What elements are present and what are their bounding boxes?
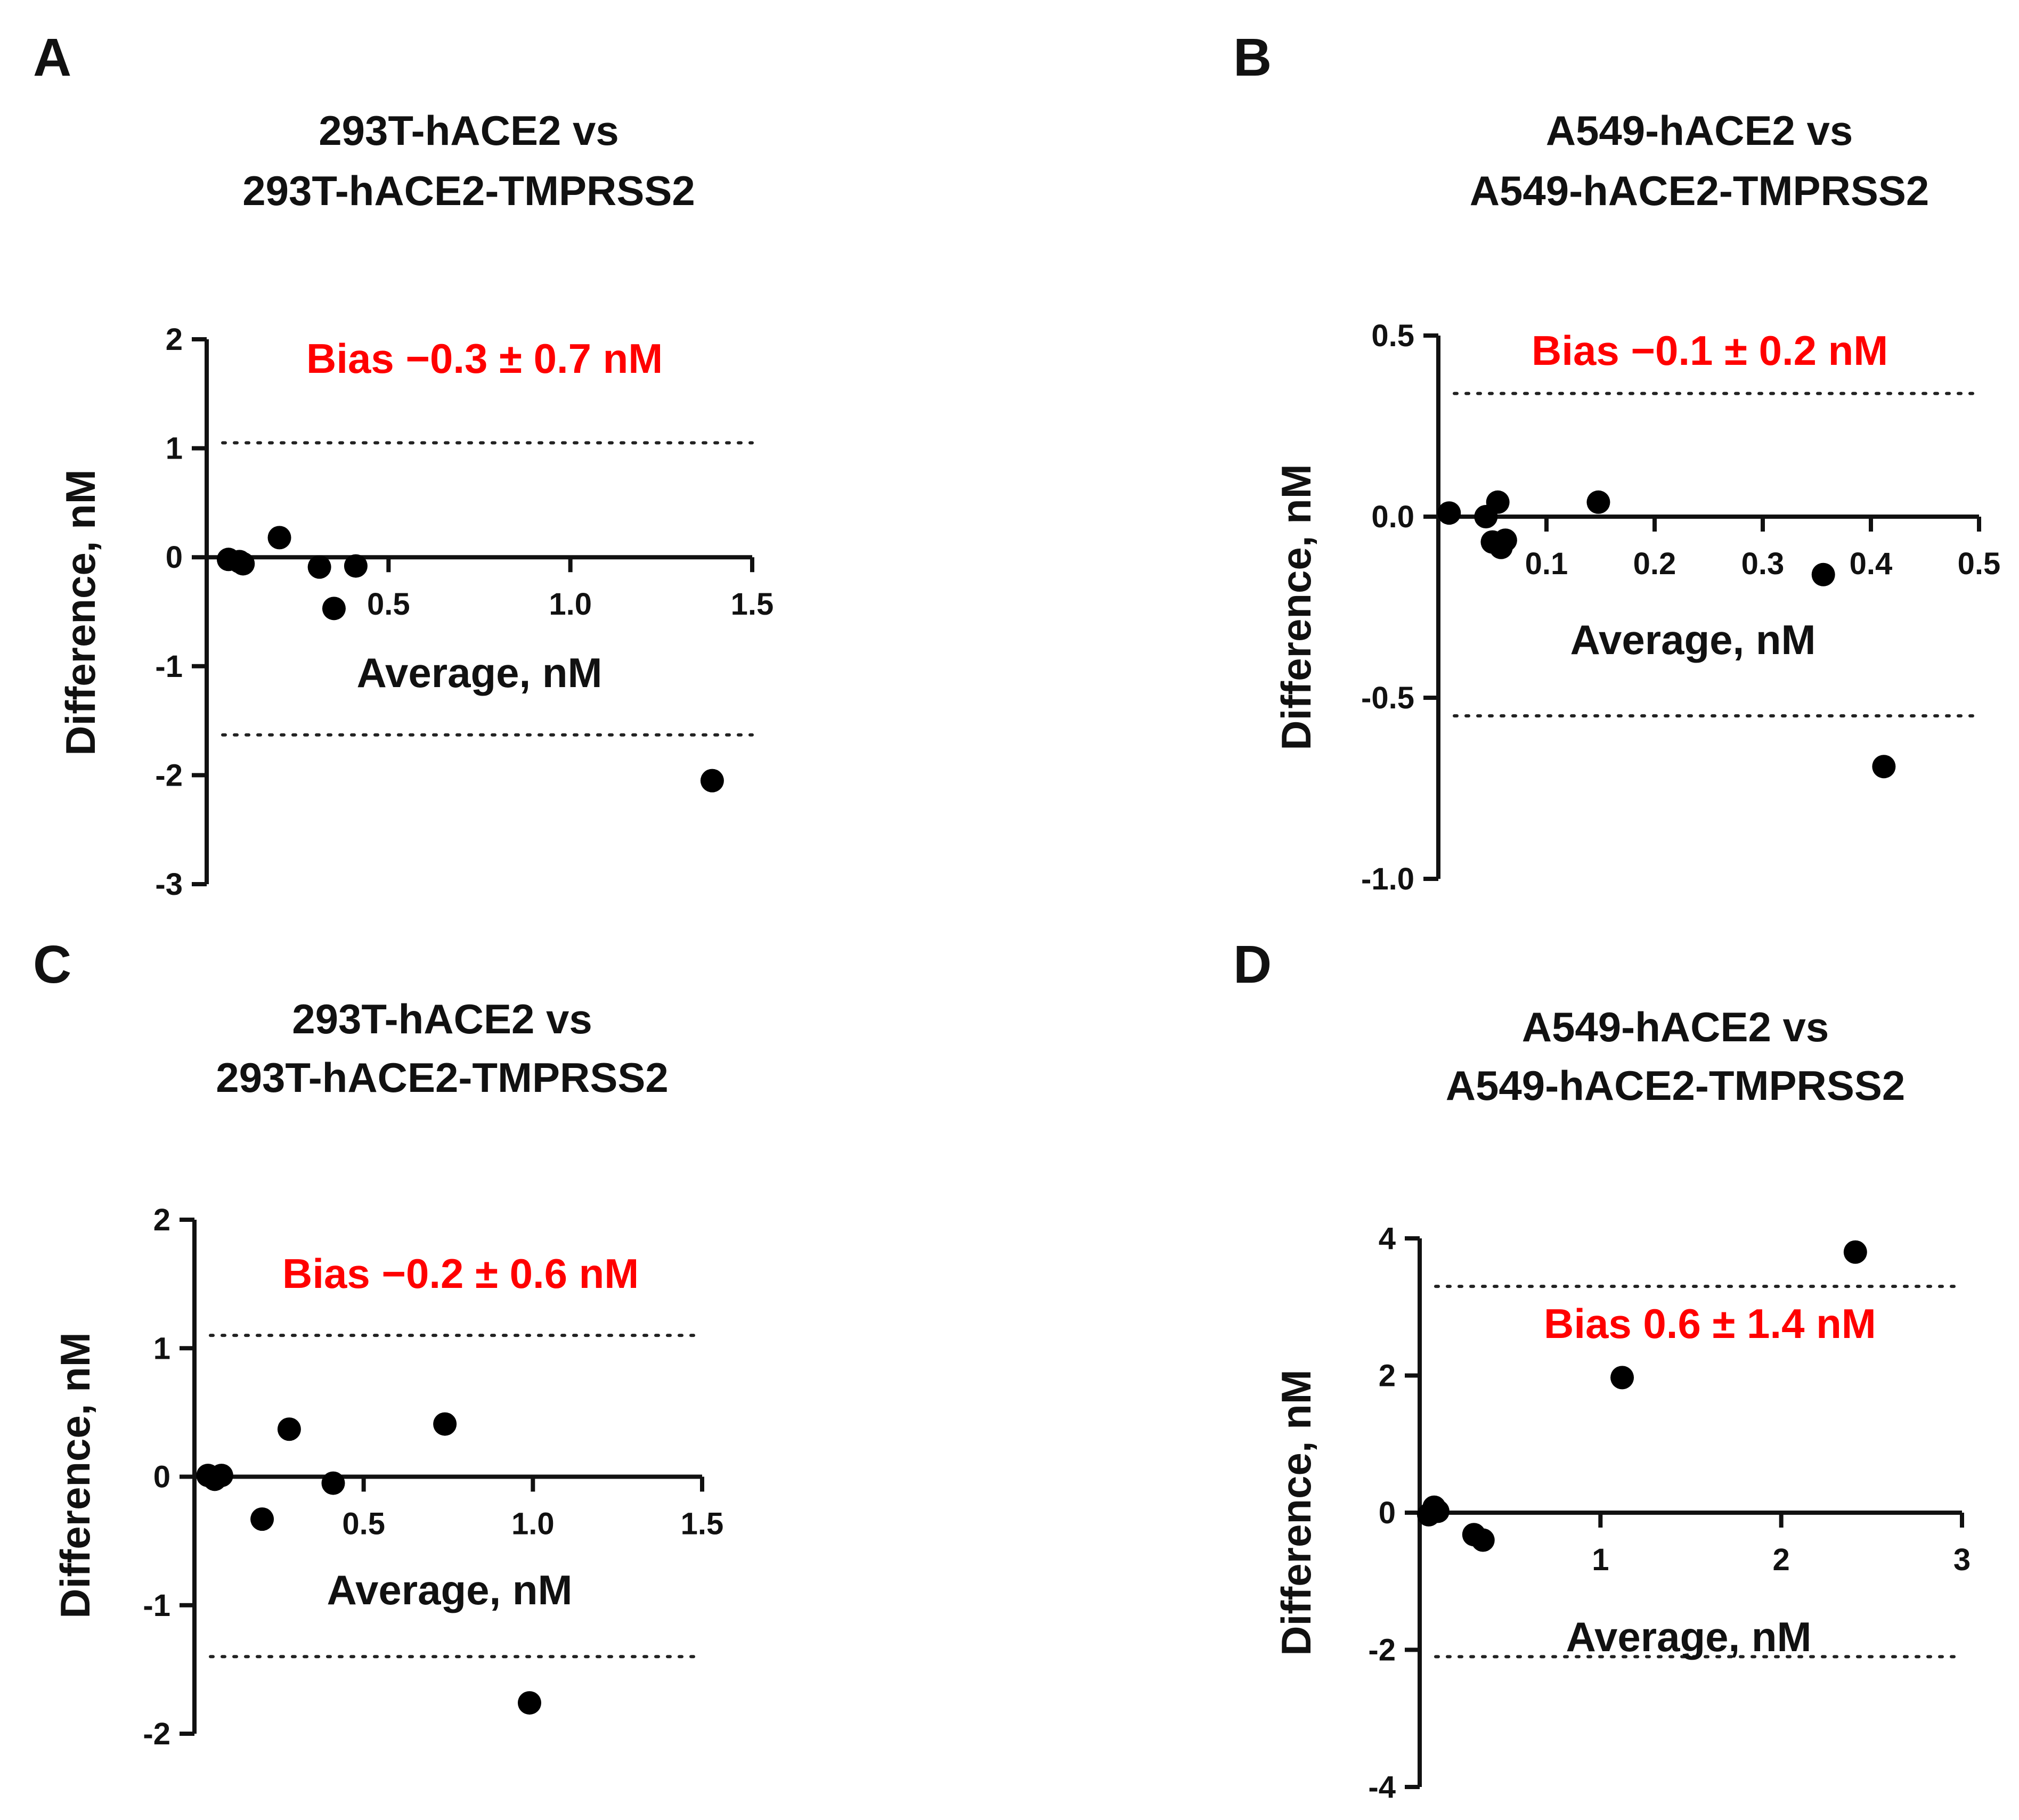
- panel-b-x-tick-label: 0.2: [1633, 546, 1676, 581]
- panel-c-data-point: [433, 1412, 457, 1436]
- panel-d-x-axis-label: Average, nM: [1566, 1613, 1812, 1660]
- panel-d-x-tick-label: 3: [1953, 1542, 1971, 1577]
- panel-c-x-tick-label: 1.5: [681, 1507, 724, 1541]
- panel-d-data-point: [1843, 1240, 1867, 1264]
- panel-b-title-line-2: A549-hACE2-TMPRSS2: [1470, 167, 1930, 214]
- panel-a-y-tick-label: 1: [166, 431, 183, 466]
- panel-b-title-line-1: A549-hACE2 vs: [1546, 107, 1853, 154]
- panel-a-x-tick-label: 1.5: [731, 587, 774, 622]
- panel-b-x-tick-label: 0.5: [1958, 546, 2001, 581]
- panel-c-bias-label: Bias −0.2 ± 0.6 nM: [282, 1250, 639, 1297]
- panel-b-x-tick-label: 0.4: [1850, 546, 1893, 581]
- panel-a-y-axis-label: Difference, nM: [57, 469, 104, 755]
- panel-d-y-tick-label: 0: [1379, 1496, 1396, 1530]
- panel-a-x-tick-label: 1.0: [549, 587, 592, 622]
- panel-a-x-tick-label: 0.5: [367, 587, 410, 622]
- panel-d-data-point: [1426, 1499, 1450, 1523]
- panel-b-y-axis-label: Difference, nM: [1273, 464, 1320, 750]
- panel-b-data-point: [1872, 755, 1896, 779]
- panel-a-y-tick-label: -2: [155, 758, 183, 793]
- panel-c-data-point: [209, 1464, 233, 1488]
- panel-a-y-tick-label: 0: [166, 540, 183, 575]
- panel-letter-b: B: [1233, 28, 1272, 87]
- panel-a-title-line-2: 293T-hACE2-TMPRSS2: [242, 167, 695, 214]
- panel-c: C 293T-hACE2 vs 293T-hACE2-TMPRSS2 Bias …: [33, 935, 723, 1751]
- panel-d-y-axis-label: Difference, nM: [1273, 1369, 1320, 1655]
- panel-c-title-line-2: 293T-hACE2-TMPRSS2: [216, 1054, 669, 1101]
- panel-b-y-tick-label: -1.0: [1361, 862, 1414, 896]
- panel-a-data-point: [231, 552, 255, 576]
- panel-b-y-tick-label: -0.5: [1361, 681, 1414, 715]
- panel-a-data-point: [700, 769, 724, 793]
- panel-d-bias-label: Bias 0.6 ± 1.4 nM: [1544, 1300, 1876, 1347]
- panel-b-y-tick-label: 0.0: [1371, 500, 1414, 534]
- panel-c-y-tick-label: -1: [143, 1588, 170, 1623]
- panel-d-title-line-2: A549-hACE2-TMPRSS2: [1446, 1062, 1906, 1109]
- panel-d-y-tick-label: 4: [1379, 1221, 1396, 1256]
- panel-letter-c: C: [33, 935, 71, 994]
- panel-a-bias-label: Bias −0.3 ± 0.7 nM: [306, 335, 663, 382]
- panel-d: D A549-hACE2 vs A549-hACE2-TMPRSS2 Bias …: [1233, 935, 1971, 1805]
- panel-d-y-tick-label: -4: [1368, 1770, 1396, 1805]
- panel-d-data-point: [1610, 1366, 1634, 1390]
- panel-a-data-point: [344, 554, 368, 578]
- panel-c-y-tick-label: 2: [153, 1203, 170, 1237]
- panel-d-y-tick-label: -2: [1368, 1633, 1396, 1668]
- panel-a-data-point: [267, 526, 291, 550]
- panel-c-y-axis-label: Difference, nM: [52, 1332, 99, 1618]
- panel-a: A 293T-hACE2 vs 293T-hACE2-TMPRSS2 Bias …: [33, 28, 774, 902]
- panel-d-y-tick-label: 2: [1379, 1359, 1396, 1393]
- panel-a-y-tick-label: 2: [166, 322, 183, 357]
- panel-c-data-point: [517, 1691, 541, 1715]
- panel-b-x-axis-label: Average, nM: [1570, 616, 1816, 663]
- panel-a-data-point: [307, 555, 331, 579]
- panel-b-x-tick-label: 0.3: [1741, 546, 1785, 581]
- panel-d-x-tick-label: 1: [1592, 1542, 1609, 1577]
- panel-a-y-tick-label: -1: [155, 649, 183, 684]
- panel-b-data-point: [1811, 562, 1835, 586]
- panel-d-x-tick-label: 2: [1773, 1542, 1790, 1577]
- panel-a-y-tick-label: -3: [155, 867, 183, 902]
- panel-c-data-point: [321, 1471, 345, 1495]
- panel-b-data-point: [1493, 528, 1517, 552]
- panel-c-title-line-1: 293T-hACE2 vs: [292, 995, 592, 1042]
- panel-b-x-tick-label: 0.1: [1525, 546, 1568, 581]
- panel-c-y-tick-label: 1: [153, 1331, 170, 1366]
- panel-b-data-point: [1586, 490, 1610, 514]
- panel-b: B A549-hACE2 vs A549-hACE2-TMPRSS2 Bias …: [1233, 28, 2000, 896]
- panel-d-title-line-1: A549-hACE2 vs: [1522, 1003, 1829, 1050]
- panel-c-x-axis-label: Average, nM: [327, 1566, 573, 1613]
- panel-letter-a: A: [33, 28, 71, 87]
- panel-b-y-tick-label: 0.5: [1371, 319, 1414, 353]
- panel-a-x-axis-label: Average, nM: [357, 649, 603, 696]
- panel-c-data-point: [250, 1507, 274, 1531]
- panel-b-data-point: [1437, 501, 1461, 525]
- panel-b-data-point: [1486, 490, 1510, 514]
- panel-c-x-tick-label: 0.5: [342, 1507, 385, 1541]
- panel-b-bias-label: Bias −0.1 ± 0.2 nM: [1532, 327, 1888, 374]
- panel-c-y-tick-label: -2: [143, 1717, 170, 1751]
- panel-a-title-line-1: 293T-hACE2 vs: [319, 107, 619, 154]
- panel-c-data-point: [277, 1417, 301, 1441]
- panel-letter-d: D: [1233, 935, 1272, 994]
- panel-d-data-point: [1471, 1528, 1495, 1552]
- panel-a-data-point: [322, 597, 346, 621]
- panel-c-x-tick-label: 1.0: [511, 1507, 555, 1541]
- panel-c-y-tick-label: 0: [153, 1460, 170, 1495]
